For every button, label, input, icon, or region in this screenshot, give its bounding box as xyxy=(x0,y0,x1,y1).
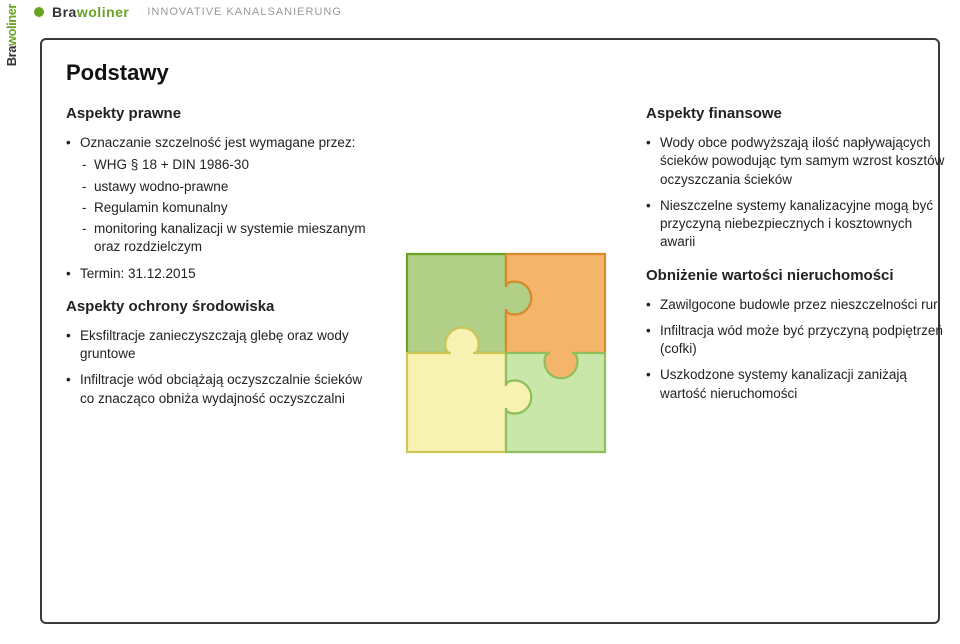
center-column xyxy=(376,104,636,602)
list-item: Uszkodzone systemy kanalizacji zaniżają … xyxy=(646,366,946,402)
brand-tagline: INNOVATIVE KANALSANIERUNG xyxy=(147,6,342,18)
list-item: Termin: 31.12.2015 xyxy=(66,265,366,283)
heading-environment: Aspekty ochrony środowiska xyxy=(66,297,366,317)
puzzle-graphic xyxy=(396,243,616,463)
sidebar-logo: Brawoliner xyxy=(0,0,22,644)
heading-financial: Aspekty finansowe xyxy=(646,104,946,124)
item-lead: Oznaczanie szczelność jest wymagane prze… xyxy=(80,135,355,150)
sublist: WHG § 18 + DIN 1986-30 ustawy wodno-praw… xyxy=(80,156,366,256)
list-item: Eksfiltracje zanieczyszczają glebę oraz … xyxy=(66,327,366,363)
puzzle-icon xyxy=(396,243,616,463)
brand-dot-icon xyxy=(34,7,44,17)
brand-name: Brawoliner xyxy=(52,4,129,20)
page-title: Podstawy xyxy=(66,60,946,86)
right-column: Aspekty finansowe Wody obce podwyższają … xyxy=(646,104,946,602)
list-item: Wody obce podwyższają ilość napływającyc… xyxy=(646,134,946,189)
sublist-item: WHG § 18 + DIN 1986-30 xyxy=(80,156,366,174)
left-column: Aspekty prawne Oznaczanie szczelność jes… xyxy=(66,104,366,602)
sublist-item: Regulamin komunalny xyxy=(80,199,366,217)
heading-legal: Aspekty prawne xyxy=(66,104,366,124)
list-item: Infiltracje wód obciążają oczyszczalnie … xyxy=(66,371,366,407)
heading-property-value: Obniżenie wartości nieruchomości xyxy=(646,266,946,286)
list-item: Nieszczelne systemy kanalizacyjne mogą b… xyxy=(646,197,946,252)
topbar: Brawoliner INNOVATIVE KANALSANIERUNG xyxy=(22,0,960,24)
list-item: Infiltracja wód może być przyczyną podpi… xyxy=(646,322,946,358)
list-item: Zawilgocone budowle przez nieszczelności… xyxy=(646,296,946,314)
list-item: Oznaczanie szczelność jest wymagane prze… xyxy=(66,134,366,256)
sublist-item: monitoring kanalizacji w systemie miesza… xyxy=(80,220,366,256)
content-panel: Podstawy Aspekty prawne Oznaczanie szcze… xyxy=(40,38,940,624)
logo-vertical: Brawoliner xyxy=(4,4,19,66)
sublist-item: ustawy wodno-prawne xyxy=(80,178,366,196)
